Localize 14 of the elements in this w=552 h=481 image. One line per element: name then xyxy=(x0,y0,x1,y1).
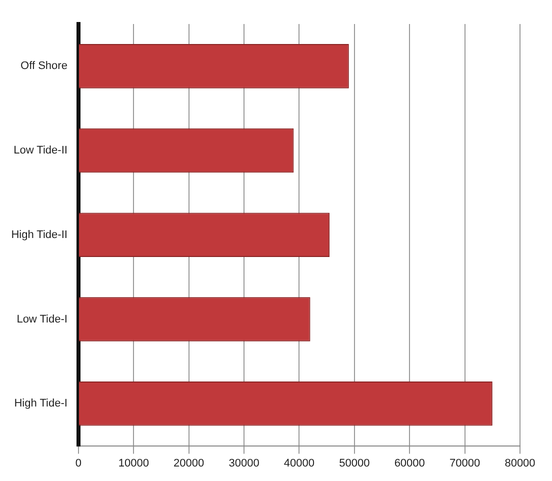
x-tick-label: 40000 xyxy=(284,457,315,470)
x-tick-label: 50000 xyxy=(339,457,370,470)
x-tick-label: 80000 xyxy=(504,457,536,470)
x-tick-label: 60000 xyxy=(394,457,425,470)
y-tick-label: Low Tide-II xyxy=(14,144,68,157)
y-tick-label: Off Shore xyxy=(20,60,68,72)
x-tick-label: 20000 xyxy=(174,457,204,470)
y-tick-label: High Tide-II xyxy=(11,228,68,241)
y-tick-label: High Tide-I xyxy=(14,398,68,410)
x-tick-label: 70000 xyxy=(450,457,480,470)
x-tick-label: 0 xyxy=(75,457,82,470)
y-tick-label: Low Tide-I xyxy=(16,313,68,326)
x-tick-label: 10000 xyxy=(118,457,149,470)
x-tick-label: 30000 xyxy=(228,457,260,470)
